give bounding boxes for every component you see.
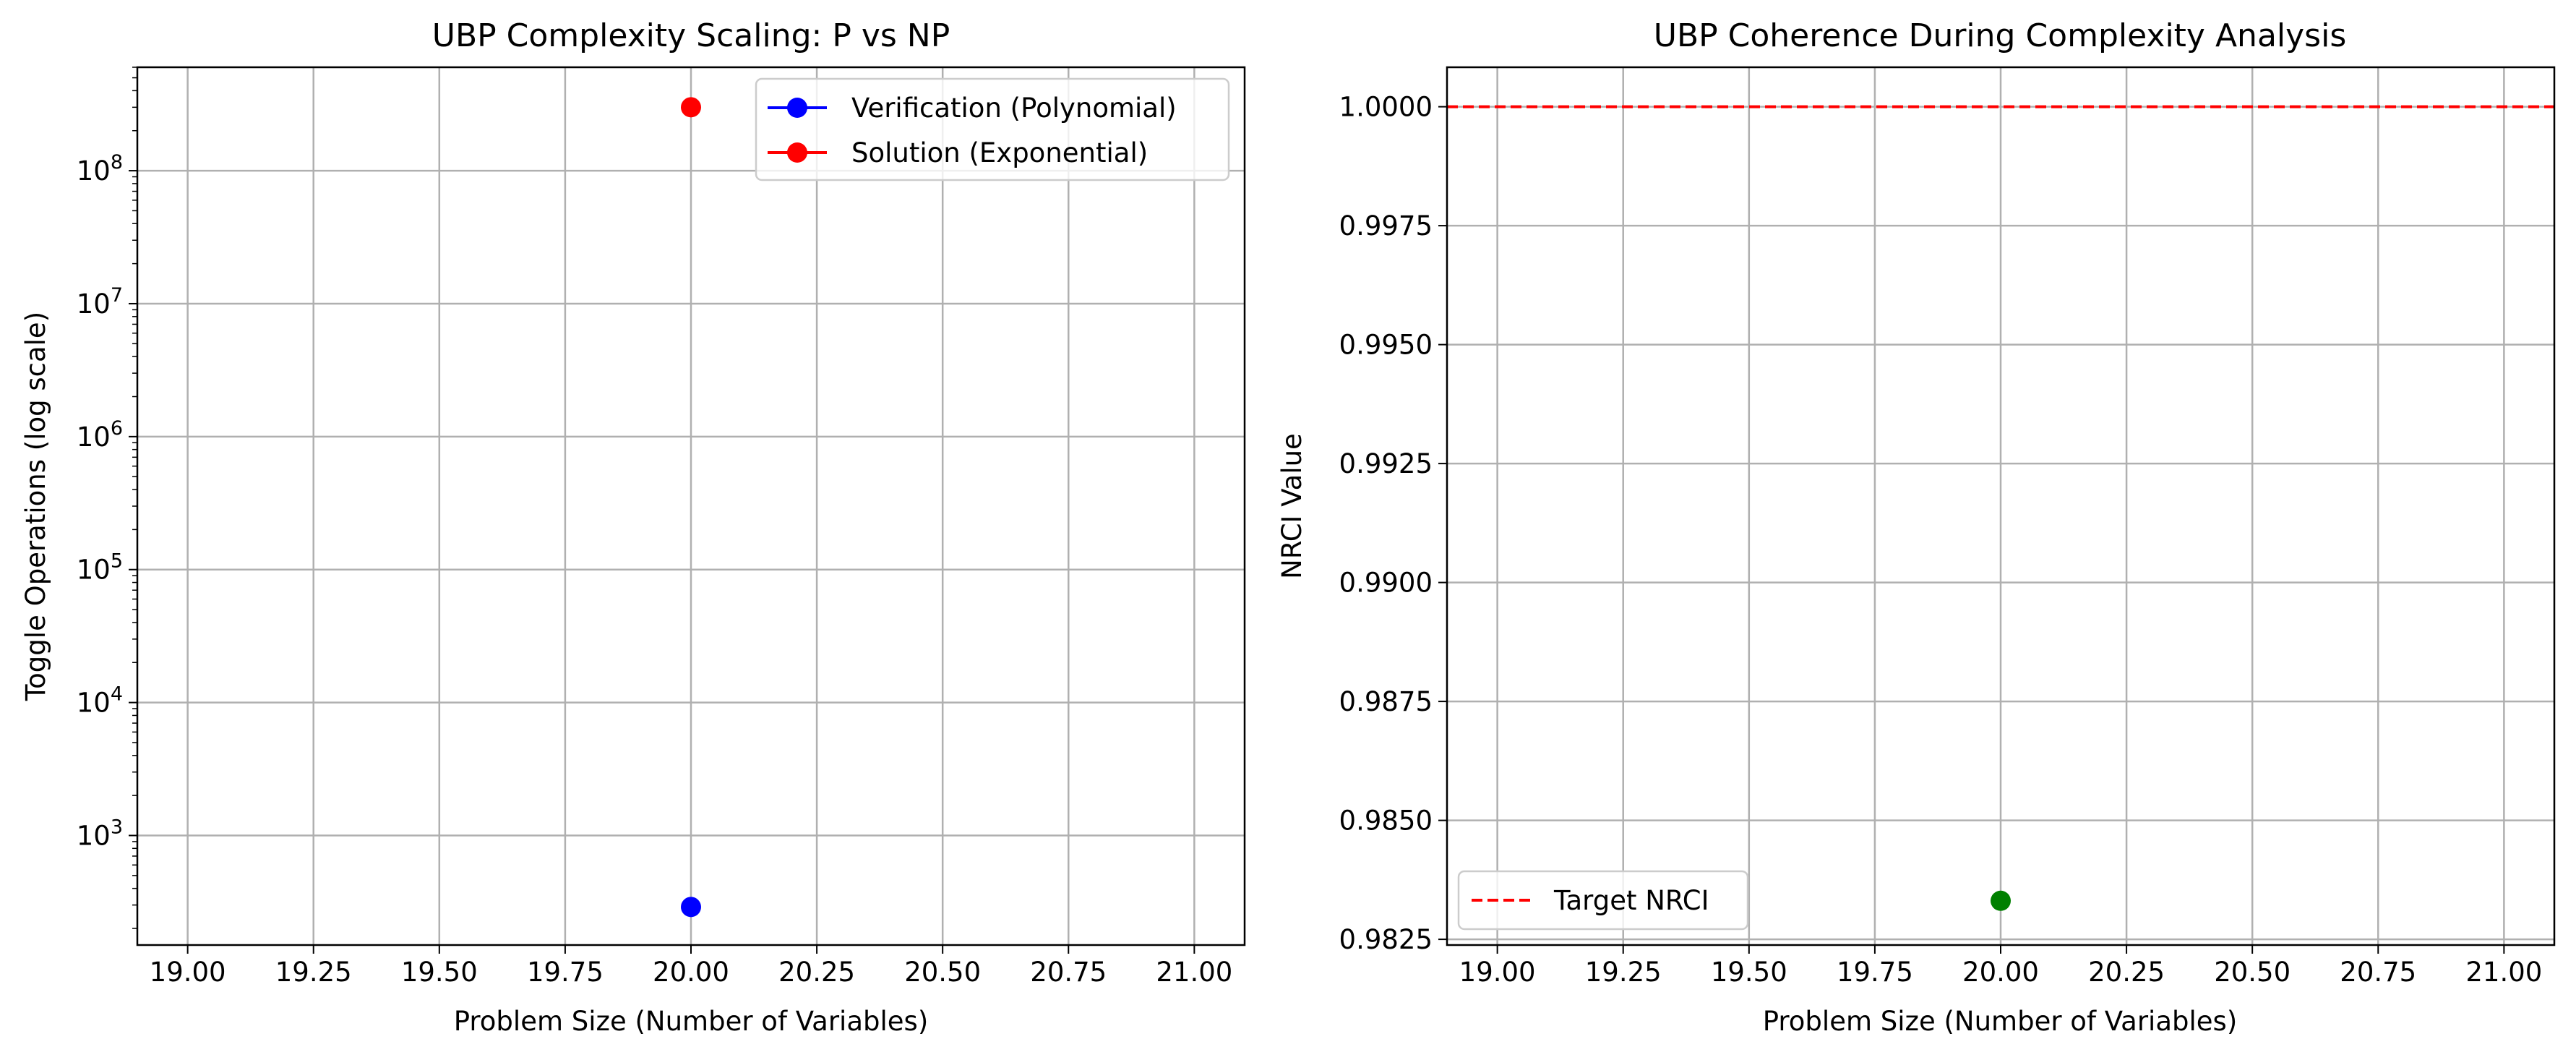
chart-left-legend-marker (787, 98, 807, 118)
chart-right-x-tick-label: 20.75 (2340, 957, 2416, 988)
chart-right-x-tick-label: 19.50 (1711, 957, 1787, 988)
chart-right-x-axis-label: Problem Size (Number of Variables) (1763, 1006, 2238, 1037)
chart-left-legend-box (755, 77, 1230, 181)
chart-left-y-tick-base: 10 (77, 155, 111, 187)
chart-right-y-axis-label: NRCI Value (1276, 433, 1308, 579)
chart-left-data-point-solution (681, 97, 701, 118)
chart-left-x-axis-label: Problem Size (Number of Variables) (454, 1006, 929, 1037)
chart-left-y-tick-label: 104 (77, 683, 123, 719)
chart-left-y-tick-label: 103 (77, 816, 123, 851)
chart-left-y-tick-base: 10 (77, 288, 111, 320)
chart-left-y-tick-exponent: 8 (111, 151, 123, 174)
chart-left-data-point-verification (681, 897, 701, 918)
chart-right-title: UBP Coherence During Complexity Analysis (1654, 17, 2347, 54)
chart-right-x-tick-label: 19.00 (1459, 957, 1536, 988)
chart-right-marks (1447, 105, 2554, 911)
chart-left-legend-marker (787, 142, 807, 163)
chart-right-x-tick-label: 21.00 (2465, 957, 2542, 988)
chart-right-y-tick-label: 0.9825 (1339, 924, 1433, 955)
chart-left-y-tick-exponent: 6 (111, 417, 123, 440)
chart-right-legend-label: Target NRCI (1553, 885, 1709, 916)
chart-right-x-tick-label: 20.00 (1962, 957, 2039, 988)
chart-right-y-tick-label: 0.9850 (1339, 805, 1433, 837)
chart-left-grid (137, 67, 1245, 945)
chart-left-y-tick-base: 10 (77, 422, 111, 453)
chart-right-y-tick-label: 1.0000 (1339, 92, 1433, 123)
chart-right-y-tick-label: 0.9925 (1339, 448, 1433, 479)
chart-left-y-tick-exponent: 4 (111, 683, 123, 706)
chart-left-x-ticks: 19.00 19.25 19.50 19.75 20.00 20.25 20.50 20.75… (150, 945, 1232, 988)
chart-left-x-tick-label: 19.00 (150, 957, 226, 988)
chart-left-y-tick-label: 108 (77, 151, 123, 187)
chart-left-y-tick-label: 106 (77, 417, 123, 453)
chart-right-y-tick-label: 0.9950 (1339, 330, 1433, 361)
chart-left-title: UBP Complexity Scaling: P vs NP (432, 17, 950, 54)
chart-right-legend: Target NRCI (1457, 870, 1749, 931)
chart-right-x-tick-label: 19.25 (1585, 957, 1662, 988)
chart-left-x-tick-label: 19.50 (401, 957, 478, 988)
chart-left-x-tick-label: 20.75 (1030, 957, 1107, 988)
chart-left-x-tick-label: 19.75 (527, 957, 604, 988)
chart-right-grid (1447, 67, 2554, 945)
chart-left-y-tick-base: 10 (77, 688, 111, 719)
chart-left-x-tick-label: 20.25 (778, 957, 855, 988)
chart-left-legend: Verification (Polynomial) Solution (Expon… (755, 77, 1230, 181)
chart-left-legend-label: Verification (Polynomial) (851, 93, 1177, 124)
chart-right-x-tick-label: 19.75 (1837, 957, 1913, 988)
chart-left-y-tick-exponent: 3 (111, 816, 123, 838)
chart-right-y-tick-label: 0.9900 (1339, 568, 1433, 599)
chart-left-x-tick-label: 19.25 (275, 957, 352, 988)
chart-left-x-tick-label: 21.00 (1156, 957, 1232, 988)
chart-left-marks (681, 97, 701, 918)
chart-right-legend-items: Target NRCI (1472, 885, 1709, 916)
chart-right-y-ticks: 0.9825 0.9850 0.9875 0.9900 0.9925 0.9950 0.99… (1339, 92, 1447, 955)
chart-left-y-tick-label: 105 (77, 550, 123, 586)
chart-right: UBP Coherence During Complexity Analysis… (1276, 17, 2556, 1037)
chart-right-y-tick-label: 0.9875 (1339, 686, 1433, 717)
chart-left-y-axis-label: Toggle Operations (log scale) (20, 312, 51, 701)
chart-left-legend-items: Verification (Polynomial) Solution (Expon… (768, 93, 1177, 168)
chart-left-y-tick-label: 107 (77, 284, 123, 320)
chart-right-x-tick-label: 20.25 (2088, 957, 2165, 988)
chart-left-legend-label: Solution (Exponential) (851, 137, 1148, 168)
chart-left-y-tick-exponent: 7 (111, 284, 123, 307)
chart-right-x-ticks: 19.00 19.25 19.50 19.75 20.00 20.25 20.50 20.75… (1459, 945, 2542, 988)
chart-right-legend-box (1457, 870, 1749, 931)
chart-right-x-tick-label: 20.50 (2214, 957, 2291, 988)
chart-left-x-tick-label: 20.00 (653, 957, 729, 988)
chart-right-data-point (1991, 890, 2011, 911)
chart-left-y-tick-base: 10 (77, 555, 111, 586)
chart-left-y-tick-exponent: 5 (111, 550, 123, 573)
chart-right-y-tick-label: 0.9975 (1339, 210, 1433, 242)
chart-left: UBP Complexity Scaling: P vs NP 19.00 19.… (20, 17, 1246, 1037)
chart-left-y-tick-base: 10 (77, 820, 111, 851)
chart-left-x-tick-label: 20.50 (904, 957, 981, 988)
